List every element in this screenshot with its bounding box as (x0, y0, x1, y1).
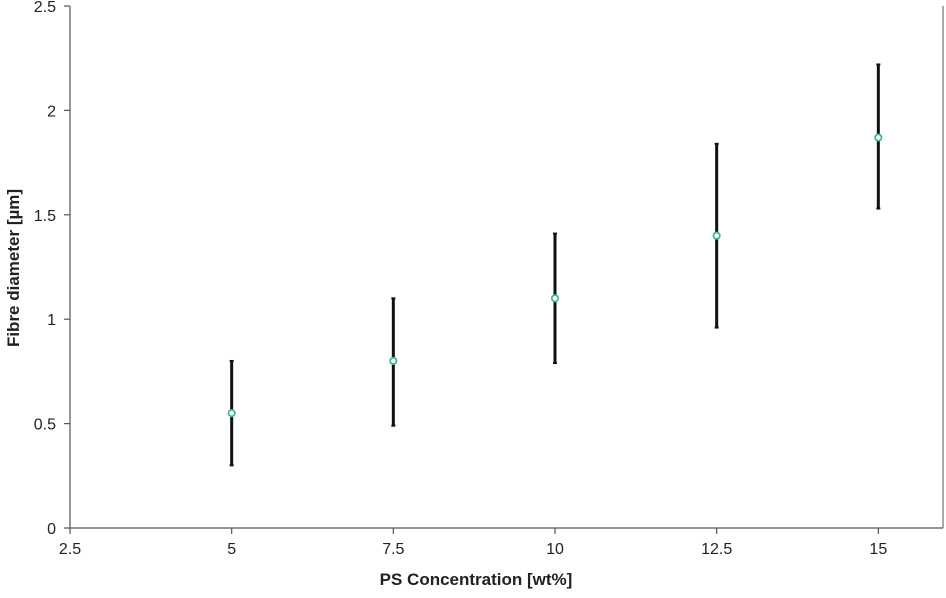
data-point (712, 231, 721, 240)
y-tick-label: 1.5 (34, 208, 56, 225)
y-axis-title: Fibre diameter [µm] (4, 189, 23, 347)
error-bars (229, 63, 881, 467)
data-point (389, 356, 398, 366)
data-points (227, 133, 883, 418)
y-tick-label: 2 (47, 103, 56, 120)
y-tick-label: 1 (47, 312, 56, 329)
x-tick-label: 10 (546, 541, 564, 558)
y-tick-label: 2.5 (34, 0, 56, 16)
axes (64, 5, 944, 534)
x-axis-title: PS Concentration [wt%] (380, 570, 573, 589)
data-point (874, 133, 883, 142)
x-tick-label: 12.5 (701, 541, 732, 558)
x-tick-label: 7.5 (382, 541, 404, 558)
x-tick-label: 5 (227, 541, 236, 558)
x-tick-label: 2.5 (59, 541, 81, 558)
data-point (227, 409, 236, 418)
x-tick-label: 15 (869, 541, 887, 558)
y-tick-label: 0 (47, 521, 56, 538)
tick-labels: 2.5 5 7.5 10 12.5 15 0 0.5 1 1.5 2 2.5 (34, 0, 888, 558)
y-tick-label: 0.5 (34, 417, 56, 434)
data-point (550, 294, 560, 303)
